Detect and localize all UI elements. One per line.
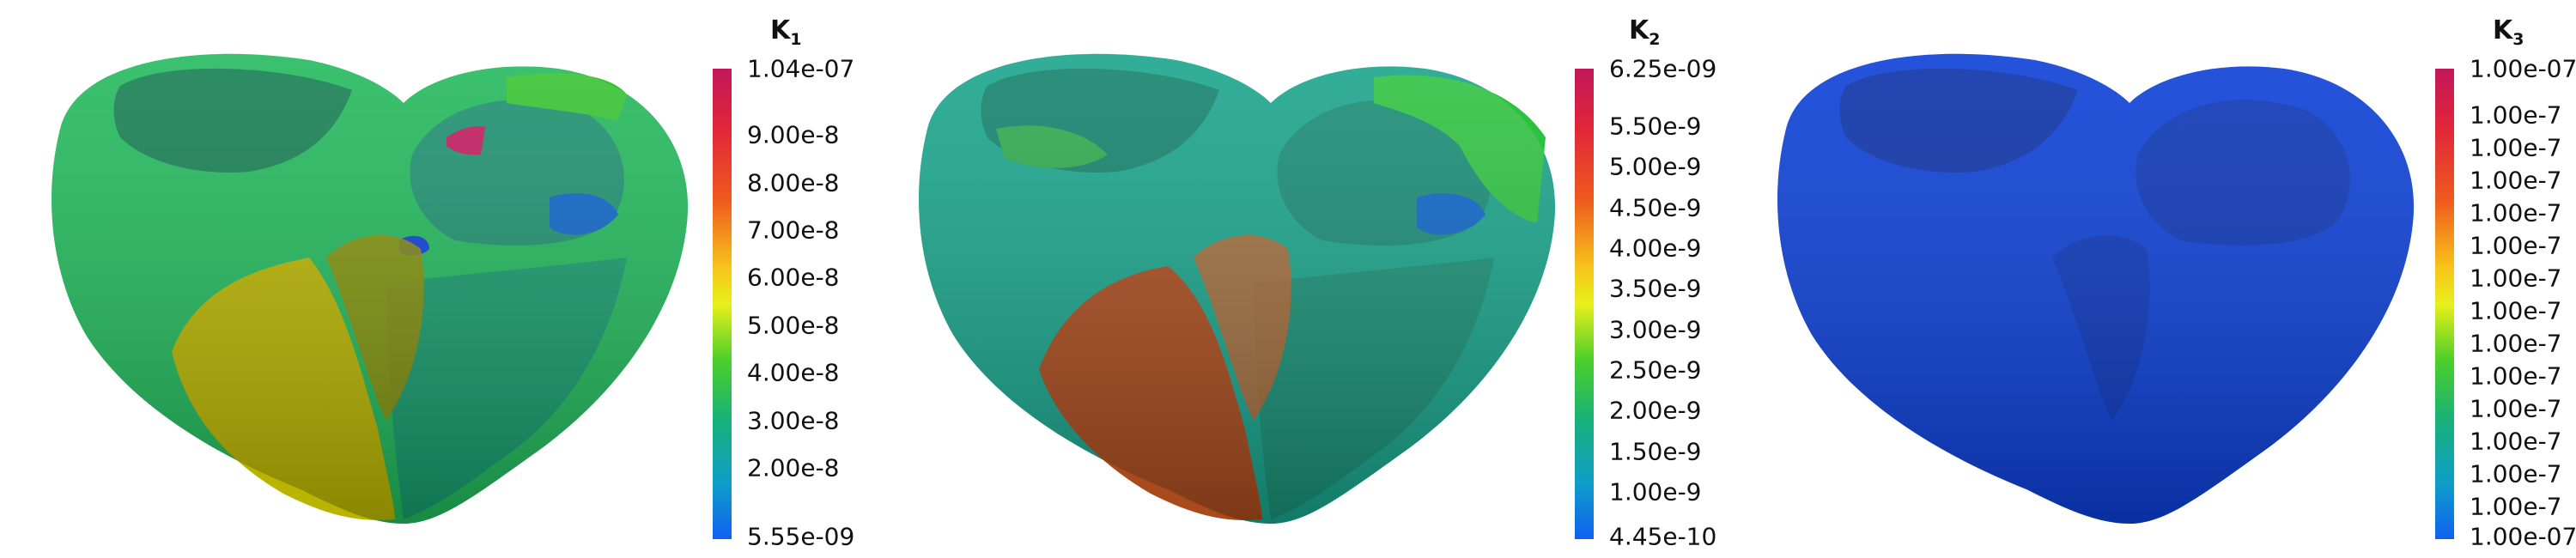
colorbar-tick: 7.00e-8 bbox=[747, 215, 840, 245]
colorbar-tick: 1.00e-7 bbox=[2470, 361, 2562, 391]
colorbar-tick: 3.00e-9 bbox=[1609, 315, 1702, 344]
colorbar-min-k2: 4.45e-10 bbox=[1609, 522, 1717, 551]
colorbar-k3 bbox=[2435, 69, 2454, 539]
title-main: K bbox=[2493, 15, 2513, 45]
colorbar-tick: 2.00e-9 bbox=[1609, 396, 1702, 425]
title-sub: 3 bbox=[2512, 30, 2524, 49]
colorbar-title-k2: K2 bbox=[1629, 15, 1660, 49]
title-sub: 2 bbox=[1649, 30, 1661, 49]
heart-mesh-k2 bbox=[919, 53, 1556, 525]
colorbar-tick: 5.50e-9 bbox=[1609, 112, 1702, 141]
colorbar-tick: 8.00e-8 bbox=[747, 168, 840, 197]
heart-mesh-k1 bbox=[52, 53, 689, 525]
colorbar-tick: 5.00e-8 bbox=[747, 311, 840, 340]
colorbar-tick: 1.00e-7 bbox=[2470, 100, 2562, 130]
colorbar-tick: 5.00e-9 bbox=[1609, 152, 1702, 181]
colorbar-max-k1: 1.04e-07 bbox=[747, 54, 855, 83]
colorbar-tick: 1.00e-7 bbox=[2470, 264, 2562, 293]
colorbar-tick: 1.00e-7 bbox=[2470, 198, 2562, 227]
title-sub: 1 bbox=[790, 30, 802, 49]
panel-k2: K2 6.25e-09 5.50e-9 5.00e-9 4.50e-9 4.00… bbox=[859, 0, 1717, 555]
colorbar-title-k1: K1 bbox=[770, 15, 801, 49]
colorbar-tick: 3.50e-9 bbox=[1609, 274, 1702, 303]
colorbar-tick: 4.00e-9 bbox=[1609, 234, 1702, 263]
colorbar-tick: 4.00e-8 bbox=[747, 358, 840, 387]
colorbar-min-k3: 1.00e-07 bbox=[2470, 522, 2576, 551]
colorbar-max-k2: 6.25e-09 bbox=[1609, 54, 1717, 83]
shading bbox=[52, 53, 689, 525]
colorbar-min-k1: 5.55e-09 bbox=[747, 522, 855, 551]
colorbar-tick: 1.00e-7 bbox=[2470, 133, 2562, 162]
shading bbox=[1777, 53, 2415, 525]
colorbar-tick: 1.00e-7 bbox=[2470, 296, 2562, 325]
colorbar-tick: 2.00e-8 bbox=[747, 453, 840, 482]
colorbar-tick: 1.00e-7 bbox=[2470, 427, 2562, 456]
colorbar-tick: 1.00e-7 bbox=[2470, 459, 2562, 488]
panel-k1: K1 1.04e-07 9.00e-8 8.00e-8 7.00e-8 6.00… bbox=[0, 0, 859, 555]
colorbar-tick: 4.50e-9 bbox=[1609, 193, 1702, 222]
colorbar-tick: 3.00e-8 bbox=[747, 406, 840, 435]
colorbar-k2 bbox=[1575, 69, 1594, 539]
colorbar-tick: 2.50e-9 bbox=[1609, 355, 1702, 385]
colorbar-tick: 1.00e-9 bbox=[1609, 477, 1702, 506]
title-main: K bbox=[770, 15, 791, 45]
colorbar-tick: 1.00e-7 bbox=[2470, 492, 2562, 521]
panel-k3: K3 1.00e-07 1.00e-7 1.00e-7 1.00e-7 1.00… bbox=[1717, 0, 2576, 555]
heart-mesh-k3 bbox=[1777, 53, 2415, 525]
colorbar-tick: 6.00e-8 bbox=[747, 263, 840, 292]
shading bbox=[919, 53, 1556, 525]
colorbar-tick: 1.00e-7 bbox=[2470, 329, 2562, 358]
colorbar-tick: 1.50e-9 bbox=[1609, 437, 1702, 466]
colorbar-tick: 1.00e-7 bbox=[2470, 394, 2562, 423]
colorbar-tick: 1.00e-7 bbox=[2470, 166, 2562, 195]
colorbar-tick: 1.00e-7 bbox=[2470, 231, 2562, 260]
colorbar-k1 bbox=[713, 69, 732, 539]
colorbar-title-k3: K3 bbox=[2493, 15, 2524, 49]
colorbar-tick: 9.00e-8 bbox=[747, 120, 840, 149]
title-main: K bbox=[1629, 15, 1649, 45]
colorbar-max-k3: 1.00e-07 bbox=[2470, 54, 2576, 83]
